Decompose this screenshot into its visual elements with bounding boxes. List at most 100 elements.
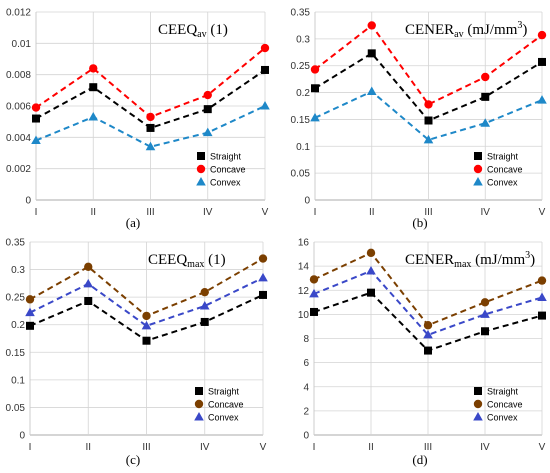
y-tick-label: 0.35 [291, 8, 311, 19]
y-tick-label: 0.25 [6, 293, 26, 304]
y-tick-label: 0.01 [12, 39, 32, 50]
legend-marker [473, 412, 483, 421]
data-point [538, 311, 546, 320]
y-tick-label: 0.006 [6, 102, 31, 113]
x-tick-label: II [368, 442, 374, 453]
data-point [366, 265, 376, 275]
y-tick-label: 6 [303, 358, 309, 369]
y-tick-label: 0.05 [6, 403, 26, 414]
y-tick-label: 0.05 [291, 169, 311, 180]
data-point [260, 43, 270, 53]
x-tick-label: I [29, 442, 32, 453]
data-point [142, 311, 151, 321]
y-tick-label: 0.2 [296, 88, 310, 99]
data-point [25, 295, 35, 304]
data-point [423, 321, 433, 330]
data-point [480, 118, 491, 127]
legend-marker [194, 412, 204, 421]
series-straight [26, 290, 267, 345]
series-convex [31, 101, 270, 151]
legend-marker [474, 152, 482, 160]
y-tick-label: 0.25 [291, 61, 311, 72]
data-point [258, 254, 268, 263]
data-point [481, 327, 489, 336]
data-point [200, 287, 209, 297]
series-line [35, 105, 266, 148]
y-tick-label: 0 [25, 196, 31, 207]
data-point [481, 92, 490, 101]
series-line [314, 24, 543, 106]
y-tick-label: 0.004 [6, 133, 31, 144]
legend-label: Concave [487, 400, 523, 410]
chart-title: CENERav (mJ/mm3) [405, 20, 527, 40]
legend-marker [474, 387, 482, 395]
x-tick-label: II [85, 442, 91, 453]
data-point [366, 86, 377, 95]
x-tick-label: III [424, 207, 432, 218]
data-point [310, 307, 318, 316]
data-point [203, 105, 212, 114]
y-tick-label: 0.3 [11, 265, 25, 276]
legend-marker [473, 164, 483, 174]
legend: Straight Concave Convex [473, 152, 523, 188]
data-point [424, 116, 433, 125]
y-tick-label: 0.2 [11, 320, 25, 331]
legend-label: Convex [208, 413, 239, 423]
series-concave [31, 43, 270, 122]
y-tick-label: 4 [303, 382, 309, 393]
y-tick-label: 0 [303, 431, 309, 442]
data-point [537, 30, 547, 40]
x-tick-label: IV [480, 442, 490, 453]
data-point [146, 112, 155, 122]
data-point [260, 101, 270, 110]
data-point [423, 134, 434, 144]
data-point [258, 272, 268, 282]
legend: Straight Concave Convex [196, 152, 246, 188]
series-straight [310, 288, 546, 355]
x-tick-label: III [424, 442, 432, 453]
data-point [367, 21, 376, 30]
legend-label: Convex [487, 178, 518, 188]
legend-label: Convex [210, 178, 241, 188]
legend-marker [195, 387, 203, 395]
data-point [424, 346, 432, 355]
data-point [537, 95, 547, 104]
data-point [259, 290, 267, 299]
legend-label: Straight [487, 387, 519, 397]
y-tick-label: 0.1 [296, 142, 310, 153]
chart-title: CENERmax (mJ/mm3) [405, 250, 535, 270]
y-tick-label: 2 [303, 406, 309, 417]
x-tick-label: I [313, 442, 316, 453]
x-tick-label: III [146, 207, 154, 218]
data-point [141, 320, 152, 330]
x-tick-label: IV [200, 442, 210, 453]
data-point [203, 90, 212, 100]
data-point [537, 276, 547, 285]
legend-label: Convex [487, 413, 518, 423]
series-concave [309, 248, 547, 330]
x-tick-label: III [142, 442, 150, 453]
y-tick-label: 12 [298, 286, 310, 297]
legend-label: Straight [487, 152, 519, 162]
legend-label: Concave [487, 165, 523, 175]
series-convex [25, 272, 268, 330]
data-point [481, 72, 490, 82]
legend: Straight Concave Convex [473, 387, 523, 423]
panel-caption: (c) [126, 452, 140, 467]
data-point [366, 248, 376, 258]
data-point [261, 65, 269, 74]
data-point [88, 111, 99, 121]
y-tick-label: 0.1 [11, 375, 25, 386]
x-tick-label: IV [481, 207, 491, 218]
legend-marker [197, 152, 205, 160]
series-straight [311, 49, 546, 125]
data-point [538, 57, 546, 66]
series-straight [32, 65, 269, 132]
panel-caption: (d) [412, 452, 427, 467]
x-tick-label: V [539, 207, 546, 218]
y-tick-label: 14 [298, 262, 310, 273]
data-point [311, 84, 319, 93]
y-tick-label: 0.3 [296, 34, 310, 45]
